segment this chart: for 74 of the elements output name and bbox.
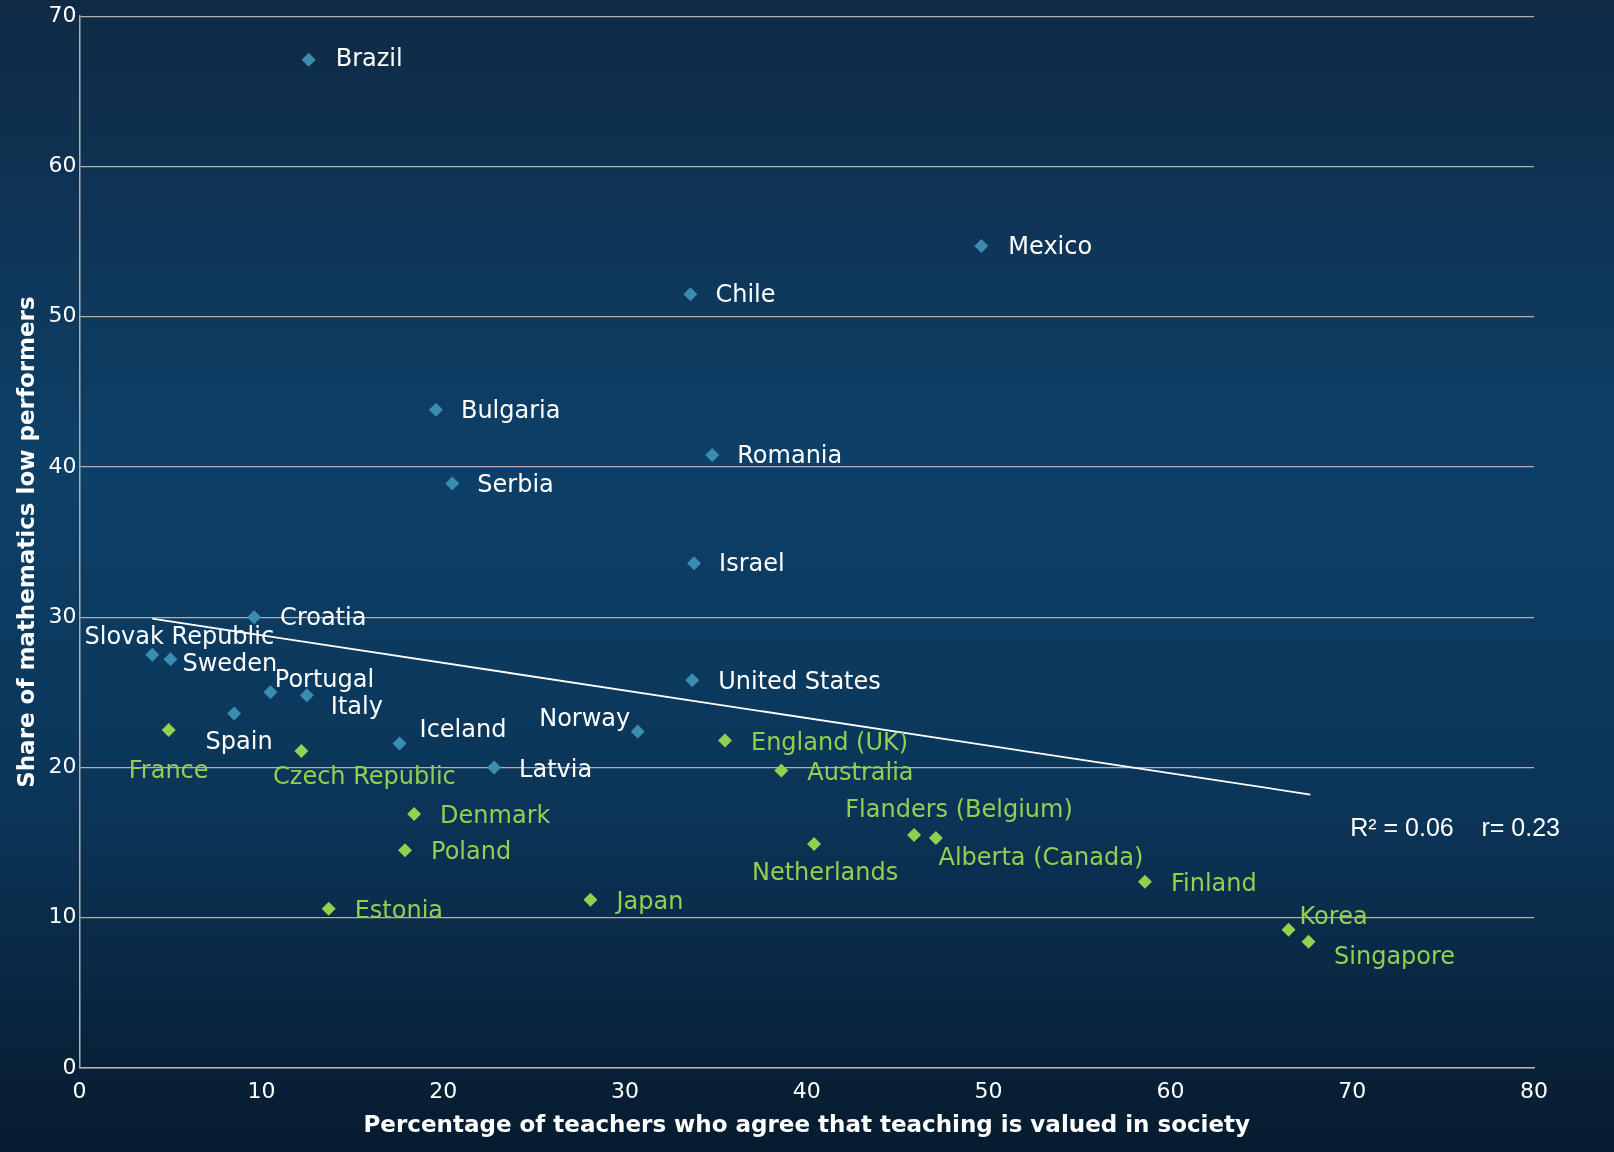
point	[705, 447, 720, 462]
annotation: Flanders (Belgium)	[845, 795, 1073, 824]
y-tick-label: 60	[48, 152, 77, 178]
annotation: Slovak Republic	[84, 622, 275, 651]
point	[247, 610, 262, 625]
x-tick-label: 10	[247, 1077, 276, 1103]
point	[683, 287, 698, 302]
point	[1301, 934, 1316, 949]
point	[974, 239, 989, 254]
point	[487, 760, 502, 775]
annotation: Romania	[737, 441, 843, 470]
x-tick-label: 30	[611, 1077, 639, 1103]
annotation: Brazil	[335, 44, 403, 73]
y-tick-label: 20	[48, 753, 77, 779]
y-axis-title: Share of mathematics low performers	[12, 296, 39, 788]
annotation: United States	[718, 666, 881, 695]
x-tick-label: 40	[792, 1077, 821, 1103]
annotation: Denmark	[440, 801, 551, 830]
annotation: Alberta (Canada)	[938, 843, 1144, 872]
annotation: Sweden	[182, 648, 278, 677]
point	[774, 763, 789, 778]
annotation: Norway	[539, 703, 631, 732]
point	[392, 736, 407, 751]
annotation: Chile	[715, 280, 776, 309]
x-tick-label: 70	[1338, 1077, 1367, 1103]
annotation: Mexico	[1008, 232, 1093, 261]
annotation: Estonia	[354, 895, 444, 924]
point	[294, 743, 309, 758]
x-tick-label: 60	[1156, 1077, 1185, 1103]
point	[263, 685, 278, 700]
annotation: Finland	[1170, 868, 1257, 897]
point	[717, 733, 732, 748]
point	[398, 843, 413, 858]
annotation: Italy	[330, 691, 383, 720]
point	[630, 724, 645, 739]
point	[907, 828, 922, 843]
point	[428, 402, 443, 417]
annotation: Iceland	[419, 714, 507, 743]
x-tick-label: 20	[429, 1077, 458, 1103]
x-tick-label: 50	[974, 1077, 1003, 1103]
point	[583, 892, 598, 907]
point	[685, 673, 700, 688]
point	[321, 901, 336, 916]
point	[1281, 922, 1296, 937]
annotation: England (UK)	[750, 727, 909, 756]
annotation: Singapore	[1334, 942, 1456, 971]
y-tick-label: 40	[48, 452, 77, 478]
point	[928, 831, 943, 846]
point	[445, 476, 460, 491]
annotation: Serbia	[477, 469, 554, 498]
point	[301, 52, 316, 67]
y-tick-label: 70	[48, 1, 77, 27]
y-tick-label: 30	[48, 602, 77, 628]
point	[227, 706, 242, 721]
annotation: Poland	[431, 837, 512, 866]
point	[145, 647, 160, 662]
point	[807, 837, 822, 852]
annotation: Bulgaria	[460, 396, 561, 425]
annotation: Netherlands	[751, 858, 899, 887]
annotation: Czech Republic	[273, 762, 456, 791]
y-tick-label: 0	[62, 1053, 77, 1079]
annotation: Japan	[614, 886, 684, 915]
x-axis-title: Percentage of teachers who agree that teaching is valued in society	[363, 1111, 1251, 1138]
point	[1137, 874, 1152, 889]
y-tick-label: 50	[48, 302, 77, 328]
annotation: Spain	[205, 726, 273, 755]
annotation: Israel	[719, 549, 785, 578]
point	[687, 556, 702, 571]
point	[163, 652, 178, 667]
x-tick-label: 80	[1520, 1077, 1548, 1103]
annotation: R² = 0.06 r= 0.23	[1350, 812, 1560, 841]
point	[161, 722, 176, 737]
y-tick-label: 10	[48, 903, 77, 929]
point	[407, 807, 422, 822]
